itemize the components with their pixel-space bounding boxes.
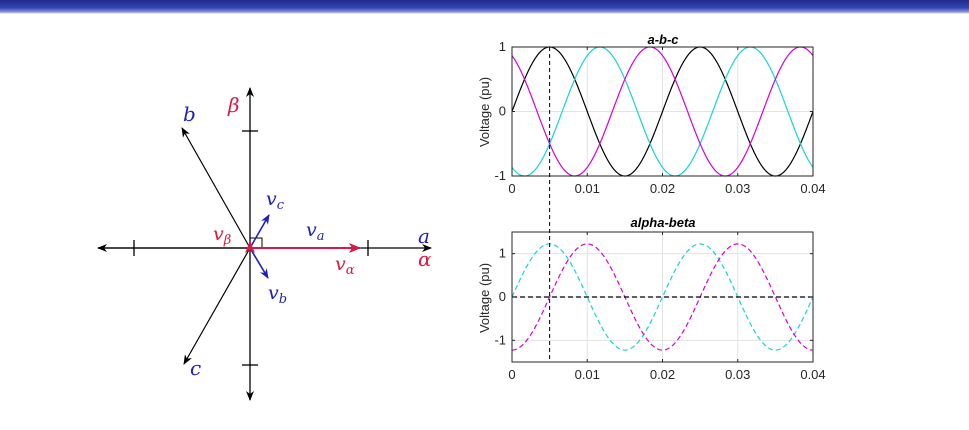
axis-label-a: a (418, 224, 430, 248)
axis-label-c: c (190, 356, 201, 380)
y-axis-label: Voltage (pu) (477, 263, 492, 333)
x-tick-label: 0.01 (575, 181, 600, 196)
x-tick-label: 0.02 (650, 367, 675, 382)
y-tick-label: 0 (499, 104, 506, 119)
plot-title: alpha-beta (630, 215, 695, 230)
vb-vector (249, 247, 269, 279)
y-tick-label: 1 (499, 246, 506, 261)
c-axis (183, 247, 251, 365)
x-tick-label: 0 (508, 367, 515, 382)
right-angle-marker (250, 237, 263, 248)
y-tick-label: 0 (499, 289, 506, 304)
axis-label-alpha: α (418, 247, 432, 271)
y-tick-label: -1 (494, 332, 506, 347)
label-vb: vb (268, 282, 287, 307)
plot-title: a-b-c (647, 32, 679, 47)
alpha-beta-waveform-plot: alpha-beta Voltage (pu) 0 0.01 0.02 0.03 0.0… (477, 215, 826, 382)
x-tick-label: 0.03 (725, 181, 750, 196)
x-tick-label: 0.02 (650, 181, 675, 196)
vc-vector (249, 214, 270, 249)
y-tick-label: 1 (499, 39, 506, 54)
axis-label-b: b (183, 102, 196, 126)
label-va: va (306, 219, 325, 244)
x-tick-label: 0 (508, 181, 515, 196)
y-tick-label: -1 (494, 168, 506, 183)
label-vbeta: vβ (213, 223, 231, 248)
x-tick-label: 0.03 (725, 367, 750, 382)
abc-waveform-plot: a-b-c Voltage (pu) 0 0.01 0.02 0.03 0.04-101 (477, 32, 826, 196)
label-vc: vc (266, 188, 285, 213)
y-axis-label: Voltage (pu) (477, 77, 492, 147)
axis-label-beta: β (227, 93, 240, 117)
x-tick-label: 0.01 (575, 367, 600, 382)
slide-header-bar (0, 0, 969, 14)
phasor-diagram: a α β b c va vc vb vβ vα (97, 87, 432, 401)
series-line-2 (511, 46, 814, 177)
x-tick-label: 0.04 (800, 367, 825, 382)
x-tick-label: 0.04 (800, 181, 825, 196)
series-line-0 (511, 243, 814, 351)
series-line-1 (511, 243, 814, 351)
label-valpha: vα (335, 253, 355, 278)
b-axis (181, 127, 251, 249)
series-line-0 (511, 46, 814, 177)
series-line-1 (511, 46, 814, 177)
